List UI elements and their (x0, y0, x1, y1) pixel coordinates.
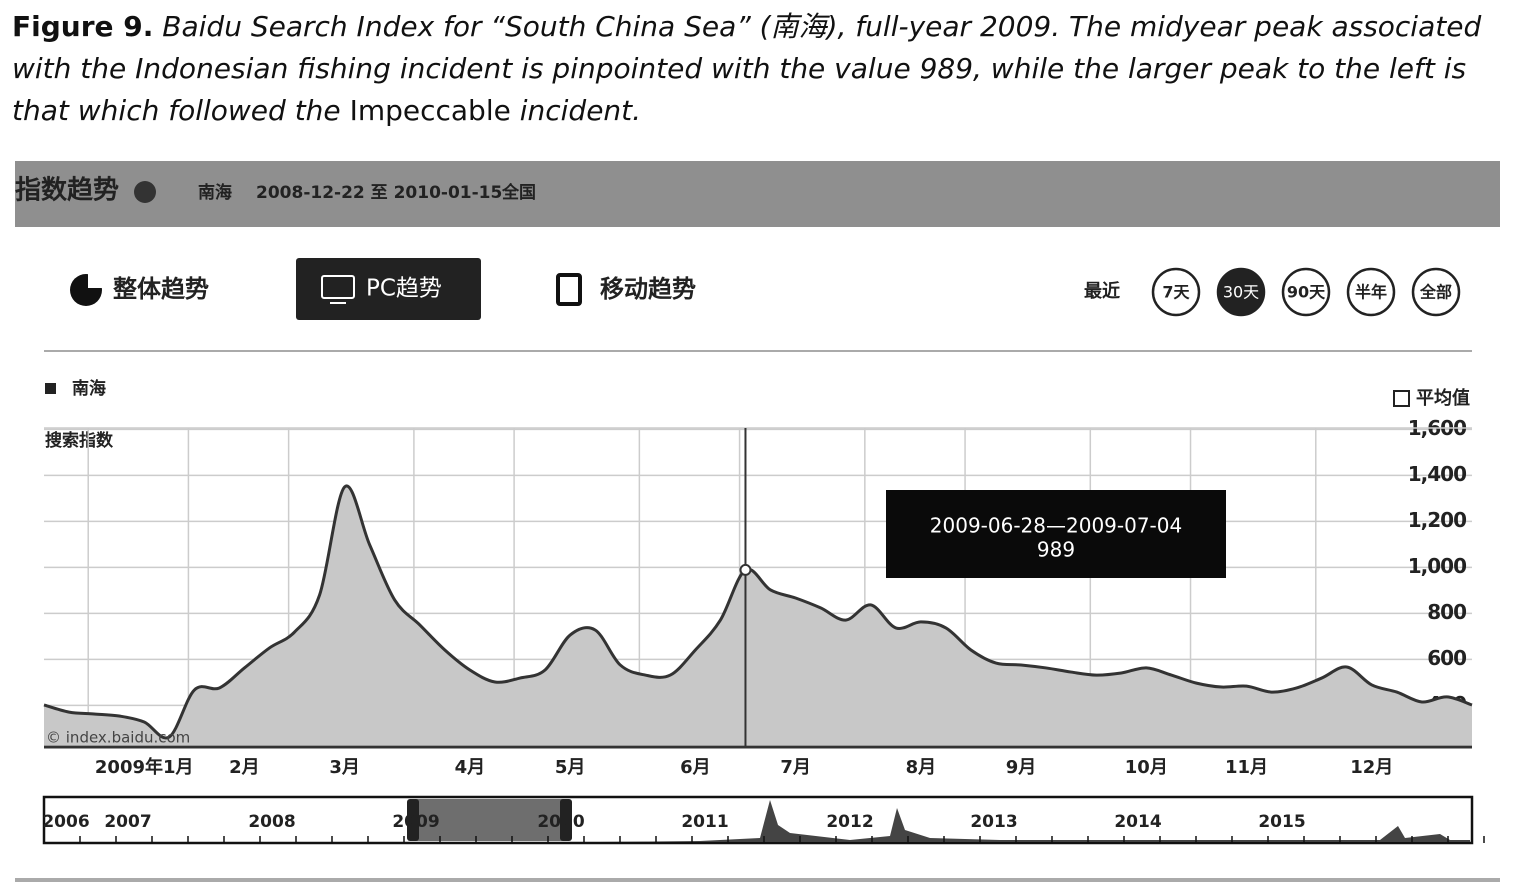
navigator-handle[interactable] (407, 799, 419, 841)
x-tick-label: 7月 (780, 757, 811, 778)
navigator-year: 2009 (392, 812, 439, 832)
range-button[interactable] (1411, 267, 1461, 317)
navigator-year: 2010 (537, 812, 584, 832)
header-region: 全国 (501, 182, 536, 203)
legend-label: 南海 (72, 378, 106, 399)
y-axis-label: 搜索指数 (45, 430, 114, 451)
navigator-year: 2007 (104, 812, 151, 832)
tab-mobile[interactable]: 移动趋势 (556, 273, 696, 306)
range-button[interactable] (1151, 267, 1201, 317)
tablet-icon (556, 273, 582, 306)
navigator-year: 2014 (1114, 812, 1161, 832)
x-tick-label: 11月 (1225, 757, 1268, 778)
monitor-icon (321, 275, 355, 299)
x-tick-label: 9月 (1006, 757, 1037, 778)
range-label: 最近 (1084, 280, 1120, 302)
legend-swatch (45, 383, 56, 394)
navigator-year: 2015 (1258, 812, 1305, 832)
x-tick-label: 5月 (555, 757, 586, 778)
x-tick-label: 6月 (680, 757, 711, 778)
y-tick-label: 1,000 (1408, 554, 1466, 578)
header-keyword: 南海 (198, 182, 232, 203)
line (43, 484, 1473, 740)
navigator-frame (42, 795, 1474, 845)
tab-active (296, 258, 481, 320)
tab-label: 整体趋势 (113, 275, 209, 303)
tooltip-date: 2009-06-28—2009-07-04 (930, 514, 1182, 538)
x-tick-label: 4月 (455, 757, 486, 778)
navigator-year: 2008 (248, 812, 295, 832)
y-tick-label: 800 (1427, 600, 1466, 624)
x-tick-label: 8月 (906, 757, 937, 778)
header-bar (15, 161, 1500, 227)
range-button-label: 7天 (1162, 283, 1190, 302)
average-label: 平均值 (1416, 387, 1470, 409)
navigator-year: 2006 (42, 812, 89, 832)
y-tick-label: 600 (1427, 646, 1466, 670)
x-tick-label: 10月 (1125, 757, 1168, 778)
tab-label: PC趋势 (366, 276, 442, 302)
caption-text: Baidu Search Index for “South China Sea”… (12, 10, 1482, 127)
pie-slice (88, 272, 104, 288)
range-button[interactable] (1216, 267, 1266, 317)
watermark: © index.baidu.com (46, 729, 190, 747)
navigator-sparkline (600, 800, 1470, 842)
tab-pc[interactable]: PC趋势 (296, 258, 481, 320)
range-button-label: 半年 (1355, 283, 1387, 302)
navigator-year: 2011 (681, 812, 728, 832)
plot: 4006008001,0001,2001,4001,6002009年1月2月3月… (43, 416, 1473, 778)
caption-label: Figure 9. (12, 10, 154, 43)
y-tick-label: 1,400 (1408, 462, 1466, 486)
range-button-label: 全部 (1419, 283, 1452, 302)
tab-all[interactable]: 整体趋势 (70, 272, 209, 306)
tab-label: 移动趋势 (600, 275, 696, 303)
navigator-year: 2013 (970, 812, 1017, 832)
header-title: 指数趋势 (15, 176, 119, 206)
range-button[interactable] (1281, 267, 1331, 317)
navigator-years: 2006 2007 2008 2009 2010 2011 2012 2013 2014 2015 (42, 812, 1485, 843)
help-icon[interactable] (134, 181, 156, 203)
range-button-label: 90天 (1287, 283, 1326, 302)
average-checkbox[interactable] (1393, 390, 1410, 407)
range-button[interactable] (1346, 267, 1396, 317)
caption-end: incident. (510, 94, 642, 127)
hover-point (739, 563, 752, 576)
header-dates: 2008-12-22 至 2010-01-15 (256, 183, 502, 203)
x-tick-label: 12月 (1350, 757, 1393, 778)
tooltip (886, 490, 1226, 578)
x-tick-label: 3月 (329, 757, 360, 778)
x-tick-label: 2月 (229, 757, 260, 778)
navigator-window[interactable] (413, 799, 566, 841)
range-button-label: 30天 (1223, 283, 1259, 302)
tooltip-value: 989 (1037, 538, 1075, 562)
caption-name: Impeccable (349, 94, 511, 127)
navigator-handle[interactable] (560, 799, 572, 841)
navigator[interactable]: 2006 2007 2008 2009 2010 2011 2012 2013 2014 2015 (42, 795, 1485, 845)
x-tick-label: 2009年1月 (95, 756, 194, 778)
range-buttons: 7天 30天 90天 半年 全部 (1151, 267, 1461, 317)
y-tick-label: 1,200 (1408, 508, 1466, 532)
navigator-year: 2012 (826, 812, 873, 832)
area (44, 485, 1472, 745)
caption: Figure 9. Baidu Search Index for “South … (12, 6, 1504, 132)
